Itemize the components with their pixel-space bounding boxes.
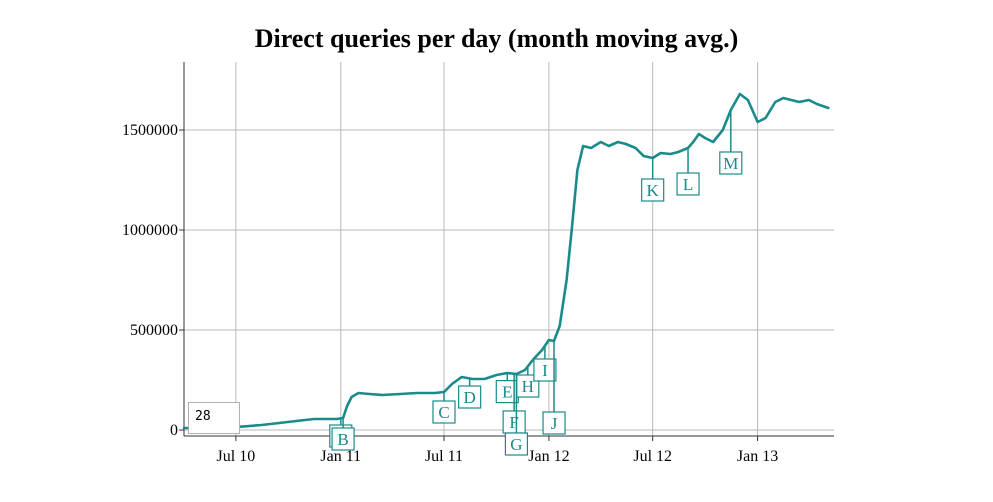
grid-layer: [184, 62, 834, 436]
annotation-label: D: [464, 388, 476, 407]
annotation-k: K: [641, 158, 665, 202]
y-tick-label: 1500000: [122, 122, 178, 139]
annotation-m: M: [719, 110, 743, 175]
chart-title: Direct queries per day (month moving avg…: [254, 24, 739, 53]
annotation-box: [719, 151, 743, 175]
annotation-box: [516, 374, 540, 398]
annotation-label: I: [542, 361, 548, 380]
annotation-f: F: [502, 373, 526, 434]
annotation-i: I: [533, 346, 557, 382]
annotation-box: [504, 432, 529, 456]
annotation-layer: ABCDEFGHIJKLM: [329, 110, 743, 456]
annotation-g: G: [504, 374, 529, 456]
x-tick-label: Jul 11: [425, 448, 463, 465]
annotation-label: L: [683, 175, 693, 194]
annotation-label: E: [502, 383, 512, 402]
annotation-label: K: [647, 181, 660, 200]
annotation-box: [432, 400, 456, 424]
x-tick-label: Jan 11: [320, 448, 361, 465]
annotation-label: B: [337, 430, 348, 449]
annotation-b: B: [331, 418, 355, 451]
annotation-d: D: [458, 378, 482, 409]
annotation-label: F: [509, 413, 518, 432]
y-tick-label: 0: [170, 422, 178, 439]
y-tick-label: 500000: [130, 322, 178, 339]
x-tick-label: Jul 12: [633, 448, 672, 465]
annotation-box: [676, 172, 700, 196]
x-tick-label: Jul 10: [217, 448, 256, 465]
annotation-label: H: [522, 377, 534, 396]
annotation-box: [458, 385, 482, 409]
value-box: 28: [188, 402, 240, 434]
annotation-box: [641, 178, 665, 202]
series-line: [182, 92, 830, 430]
annotation-j: J: [542, 341, 566, 435]
annotation-box: [533, 358, 557, 382]
annotation-box: [331, 427, 355, 451]
annotation-l: L: [676, 148, 700, 196]
annotation-e: E: [495, 373, 519, 404]
annotation-h: H: [516, 366, 540, 398]
axis-layer: Jul 10 Jan 11 Jul 11 Jan 12 Jul 12 Jan 13 0 500…: [122, 62, 834, 465]
line-layer: [182, 92, 830, 430]
x-tick-label: Jan 13: [737, 448, 778, 465]
annotation-label: J: [551, 414, 558, 433]
annotation-label: C: [438, 403, 449, 422]
y-tick-label: 1000000: [122, 222, 178, 239]
annotation-label: G: [510, 435, 522, 454]
x-tick-label: Jan 12: [528, 448, 569, 465]
annotation-label: M: [723, 154, 738, 173]
annotation-c: C: [432, 392, 456, 424]
annotation-box: [542, 411, 566, 435]
